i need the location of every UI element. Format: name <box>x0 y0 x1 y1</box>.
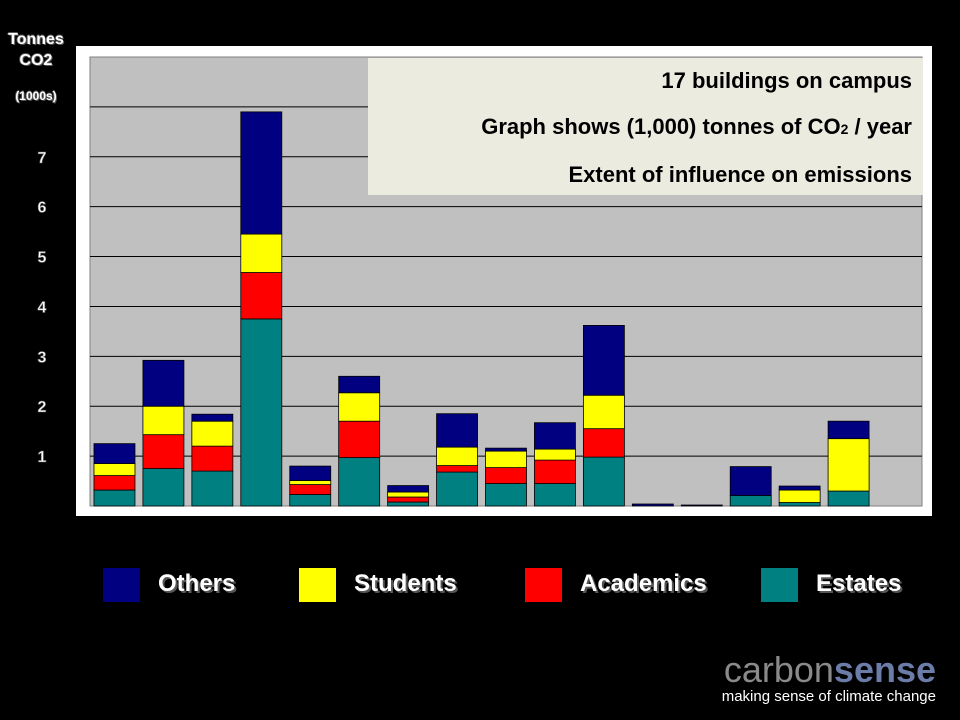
y-tick-labels: 1 2 3 4 5 6 7 <box>37 149 47 466</box>
y-tick-label: 2 <box>38 399 47 416</box>
bars-group <box>93 111 870 507</box>
legend-swatch-academics <box>525 568 562 602</box>
bar-segment-estates <box>142 468 185 507</box>
bar-segment-academics <box>582 428 625 458</box>
bar-segment-academics <box>485 467 527 484</box>
y-tick-label: 7 <box>38 150 47 167</box>
info-line-2-main: Graph shows (1,000) tonnes of CO <box>481 114 840 139</box>
y-tick-label: 5 <box>38 250 47 267</box>
y-axis-title-line2: CO2 <box>19 52 53 69</box>
y-tick-label: 3 <box>38 349 47 366</box>
bar-segment-academics <box>387 496 430 503</box>
bar-segment-students <box>778 489 821 503</box>
logo-word-sense: sense <box>833 649 936 690</box>
bar-segment-others <box>485 447 527 452</box>
bar-segment-others <box>240 111 283 235</box>
bar-segment-students <box>387 491 430 498</box>
legend-label-estates: Estates <box>816 570 902 597</box>
bar-segment-others <box>436 413 478 448</box>
y-axis-title-line3: (1000s) <box>15 89 57 103</box>
bar-segment-students <box>93 463 136 476</box>
bar-segment-others <box>631 503 674 507</box>
bar-segment-estates <box>534 483 576 507</box>
bar-segment-estates <box>729 495 772 507</box>
bar-segment-estates <box>289 494 332 507</box>
info-line-2-unit: / year <box>848 114 912 139</box>
bar-segment-estates <box>436 471 478 507</box>
bar-segment-estates <box>827 490 870 507</box>
info-line-2: Graph shows (1,000) tonnes of CO2 / year <box>481 114 912 139</box>
bar-segment-students <box>142 405 185 436</box>
bar-segment-estates <box>240 318 283 507</box>
bar-segment-students <box>436 446 478 466</box>
bar-segment-others <box>778 485 821 491</box>
bar-segment-others <box>387 485 430 493</box>
bar-segment-students <box>289 480 332 485</box>
bar-segment-others <box>680 504 723 507</box>
bar-segment-academics <box>142 434 185 469</box>
legend-label-students: Students <box>354 570 457 597</box>
bar-segment-estates <box>485 483 527 507</box>
logo-wordmark: carbonsense <box>722 652 936 688</box>
bar-segment-academics <box>436 465 478 473</box>
bar-segment-academics <box>534 459 576 484</box>
bar-segment-academics <box>191 445 234 472</box>
y-tick-label: 6 <box>38 200 47 217</box>
bar-segment-students <box>485 450 527 468</box>
bar-segment-estates <box>191 470 234 507</box>
bar-segment-students <box>338 392 381 422</box>
bar-segment-academics <box>338 420 381 459</box>
bar-segment-others <box>534 422 576 450</box>
legend-label-academics: Academics <box>580 570 707 597</box>
info-line-1: 17 buildings on campus <box>661 68 912 93</box>
legend-swatch-others <box>103 568 140 602</box>
info-line-2-subscript: 2 <box>841 121 849 137</box>
bar-segment-others <box>191 413 234 422</box>
bar-segment-estates <box>93 489 136 507</box>
info-line-3: Extent of influence on emissions <box>568 162 912 187</box>
bar-segment-students <box>827 438 870 492</box>
bar-segment-students <box>191 420 234 447</box>
bar-segment-others <box>142 359 185 407</box>
bar-segment-others <box>93 443 136 464</box>
carbonsense-logo: carbonsense making sense of climate chan… <box>721 652 936 706</box>
logo-tagline: making sense of climate change <box>721 688 936 705</box>
bar-segment-estates <box>387 501 430 507</box>
bar-segment-others <box>582 325 625 396</box>
bar-segment-others <box>729 466 772 496</box>
bar-segment-students <box>240 233 283 273</box>
info-box: 17 buildings on campus Graph shows (1,00… <box>368 58 923 195</box>
legend-swatch-estates <box>761 568 798 602</box>
bar-segment-students <box>534 448 576 461</box>
y-tick-label: 4 <box>38 299 47 316</box>
bar-segment-academics <box>93 475 136 491</box>
bar-segment-academics <box>240 272 283 320</box>
bar-segment-estates <box>338 457 381 507</box>
logo-word-carbon: carbon <box>723 649 834 690</box>
legend-label-others: Others <box>158 570 236 597</box>
bar-segment-academics <box>289 484 332 495</box>
bar-segment-estates <box>778 502 821 507</box>
bar-segment-estates <box>582 456 625 507</box>
info-box-background <box>368 58 923 195</box>
bar-segment-students <box>582 394 625 430</box>
legend-swatch-students <box>299 568 336 602</box>
bar-segment-others <box>289 465 332 481</box>
bar-segment-others <box>827 420 870 440</box>
bar-segment-others <box>338 375 381 394</box>
y-tick-label: 1 <box>38 449 47 466</box>
y-axis-title-line1: Tonnes <box>8 31 64 48</box>
